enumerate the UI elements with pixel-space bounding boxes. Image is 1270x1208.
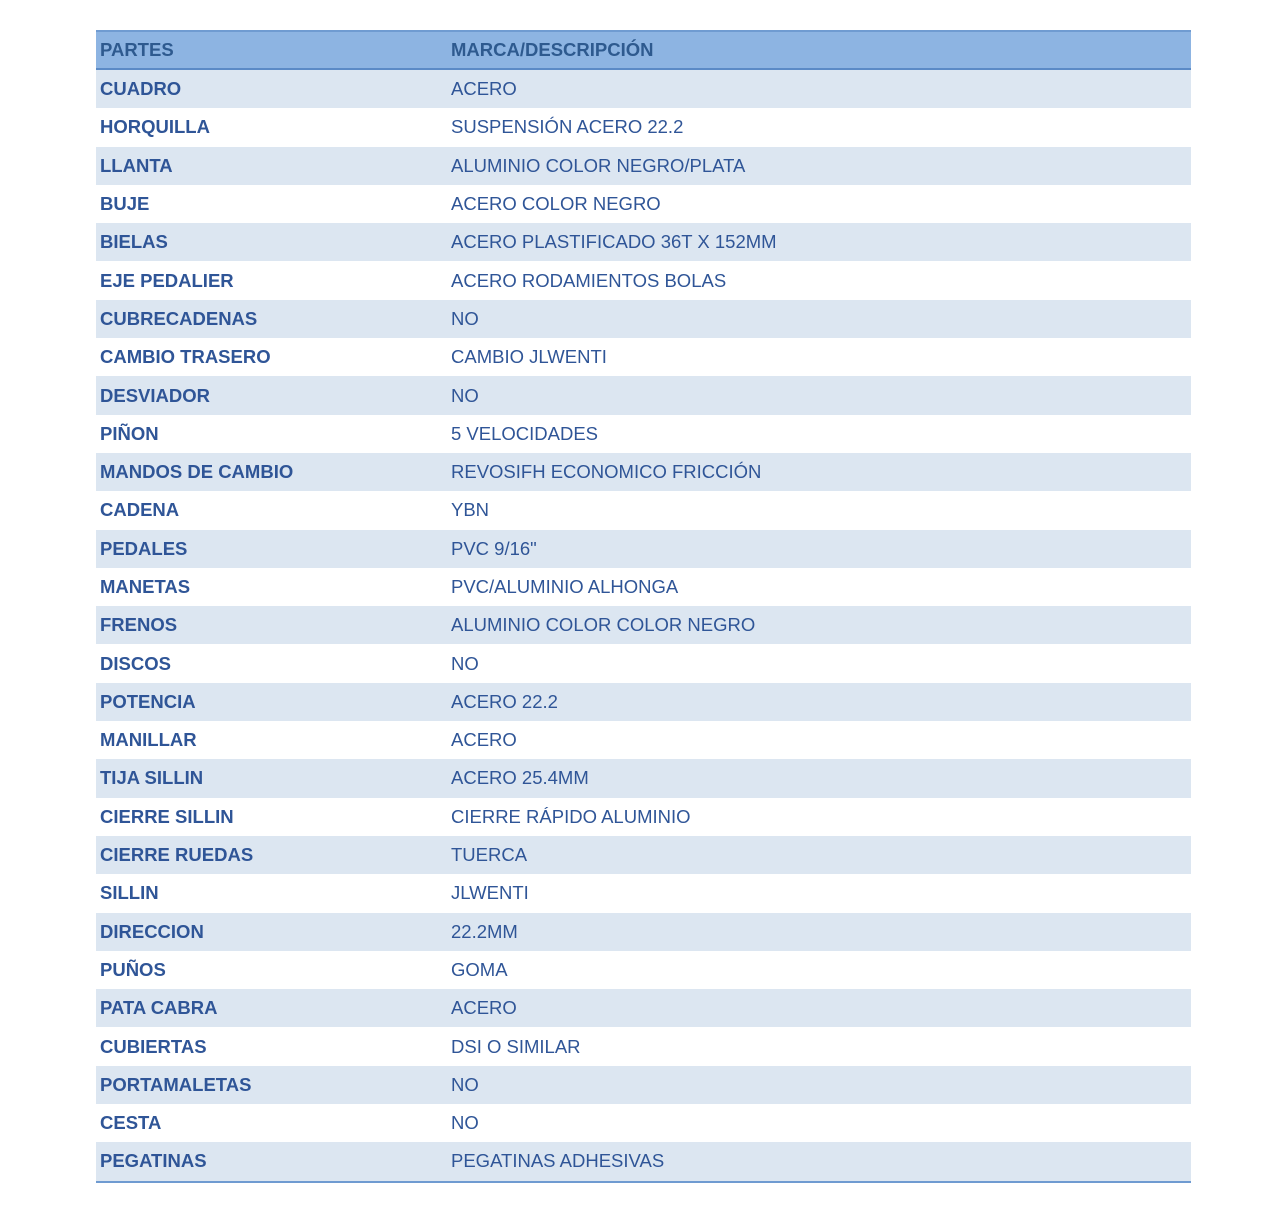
part-name: PEGATINAS — [100, 1150, 207, 1172]
part-name: MANDOS DE CAMBIO — [100, 461, 294, 483]
table-row: CUADRO ACERO — [96, 69, 1191, 109]
table-row: DESVIADOR NO — [96, 376, 1191, 415]
part-name: DIRECCION — [100, 920, 204, 942]
part-name: PORTAMALETAS — [100, 1073, 252, 1095]
table-row: PORTAMALETAS NO — [96, 1065, 1191, 1105]
table-row: PEGATINAS PEGATINAS ADHESIVAS — [96, 1142, 1191, 1182]
part-description: PVC/ALUMINIO ALHONGA — [451, 576, 679, 597]
table-row: CUBIERTAS DSI O SIMILAR — [96, 1027, 1191, 1066]
table-body: CUADRO ACERO HORQUILLA SUSPENSIÓN ACERO 22.… — [96, 69, 1191, 1182]
part-description: ACERO PLASTIFICADO 36T X 152MM — [451, 231, 777, 253]
table-row: DISCOS NO — [96, 644, 1191, 683]
part-description: CAMBIO JLWENTI — [451, 346, 607, 368]
table-row: BUJE ACERO COLOR NEGRO — [96, 184, 1191, 224]
part-description: NO — [451, 384, 479, 406]
part-description: REVOSIFH ECONOMICO FRICCIÓN — [451, 461, 762, 483]
part-name: CAMBIO TRASERO — [100, 346, 271, 368]
table-row: PIÑON 5 VELOCIDADES — [96, 414, 1191, 453]
part-name: CUBIERTAS — [100, 1035, 207, 1057]
part-name: HORQUILLA — [100, 116, 210, 138]
part-description: GOMA — [451, 958, 508, 980]
part-description: PVC 9/16" — [451, 537, 537, 559]
part-name: FRENOS — [100, 614, 178, 636]
table-row: MANILLAR ACERO — [96, 721, 1191, 760]
part-description: ACERO — [451, 78, 517, 100]
part-description: NO — [451, 1112, 479, 1134]
part-name: LLANTA — [100, 154, 173, 176]
table-row: CIERRE SILLIN CIERRE RÁPIDO ALUMINIO — [96, 797, 1191, 836]
table-row: FRENOS ALUMINIO COLOR COLOR NEGRO — [96, 606, 1191, 645]
part-description: CIERRE RÁPIDO ALUMINIO — [451, 805, 691, 827]
part-description: ALUMINIO COLOR COLOR NEGRO — [451, 614, 756, 636]
part-description: TUERCA — [451, 844, 528, 866]
part-name: CESTA — [100, 1112, 162, 1134]
part-description: ALUMINIO COLOR NEGRO/PLATA — [451, 154, 746, 176]
part-name: DESVIADOR — [100, 384, 210, 406]
table-row: PUÑOS GOMA — [96, 950, 1191, 990]
parts-table: PARTES MARCA/DESCRIPCIÓN CUADRO ACERO HORQ… — [96, 30, 1191, 1183]
table-row: PEDALES PVC 9/16" — [96, 529, 1191, 568]
part-description: 22.2MM — [451, 920, 518, 942]
part-name: MANETAS — [100, 576, 191, 597]
part-name: MANILLAR — [100, 729, 197, 751]
part-name: BUJE — [100, 193, 150, 215]
part-description: ACERO — [451, 729, 517, 751]
part-description: SUSPENSIÓN ACERO 22.2 — [451, 116, 684, 138]
part-description: JLWENTI — [451, 882, 529, 904]
part-name: PIÑON — [100, 422, 159, 444]
table-row: DIRECCION 22.2MM — [96, 912, 1191, 951]
table-row: PATA CABRA ACERO — [96, 989, 1191, 1028]
part-name: TIJA SILLIN — [100, 767, 204, 789]
header-description: MARCA/DESCRIPCIÓN — [451, 39, 654, 60]
table-row: BIELAS ACERO PLASTIFICADO 36T X 152MM — [96, 223, 1191, 262]
part-name: BIELAS — [100, 231, 168, 253]
part-description: ACERO RODAMIENTOS BOLAS — [451, 269, 727, 291]
part-name: DISCOS — [100, 652, 171, 674]
part-description: ACERO 22.2 — [451, 690, 558, 712]
part-name: EJE PEDALIER — [100, 269, 234, 291]
part-description: NO — [451, 652, 479, 674]
part-name: POTENCIA — [100, 690, 196, 712]
part-description: DSI O SIMILAR — [451, 1035, 581, 1057]
part-description: ACERO — [451, 997, 517, 1019]
table-row: LLANTA ALUMINIO COLOR NEGRO/PLATA — [96, 146, 1191, 185]
part-description: YBN — [451, 499, 490, 521]
part-name: CIERRE RUEDAS — [100, 844, 254, 866]
part-name: SILLIN — [100, 882, 159, 904]
table-row: MANDOS DE CAMBIO REVOSIFH ECONOMICO FRICC… — [96, 452, 1191, 492]
table-header-row: PARTES MARCA/DESCRIPCIÓN — [96, 31, 1191, 69]
part-name: PUÑOS — [100, 958, 166, 980]
table-row: EJE PEDALIER ACERO RODAMIENTOS BOLAS — [96, 261, 1191, 300]
part-description: 5 VELOCIDADES — [451, 422, 599, 444]
part-description: ACERO 25.4MM — [451, 767, 589, 789]
part-description: ACERO COLOR NEGRO — [451, 193, 661, 215]
table-row: TIJA SILLIN ACERO 25.4MM — [96, 759, 1191, 798]
part-name: CADENA — [100, 499, 180, 521]
part-name: PATA CABRA — [100, 997, 218, 1019]
part-name: CUBRECADENAS — [100, 307, 258, 329]
table-row: CUBRECADENAS NO — [96, 299, 1191, 339]
table-row: POTENCIA ACERO 22.2 — [96, 682, 1191, 722]
part-description: NO — [451, 1073, 479, 1095]
part-name: CIERRE SILLIN — [100, 805, 234, 827]
header-parts: PARTES — [100, 39, 174, 60]
table-row: CIERRE RUEDAS TUERCA — [96, 835, 1191, 875]
table-row: CESTA NO — [96, 1104, 1191, 1143]
table-row: CAMBIO TRASERO CAMBIO JLWENTI — [96, 338, 1191, 377]
table-row: CADENA YBN — [96, 491, 1191, 530]
table-row: HORQUILLA SUSPENSIÓN ACERO 22.2 — [96, 108, 1191, 147]
part-description: NO — [451, 307, 479, 329]
table-row: MANETAS PVC/ALUMINIO ALHONGA — [96, 567, 1191, 607]
part-description: PEGATINAS ADHESIVAS — [451, 1150, 665, 1172]
table-row: SILLIN JLWENTI — [96, 874, 1191, 913]
part-name: PEDALES — [100, 537, 188, 559]
part-name: CUADRO — [100, 78, 182, 100]
